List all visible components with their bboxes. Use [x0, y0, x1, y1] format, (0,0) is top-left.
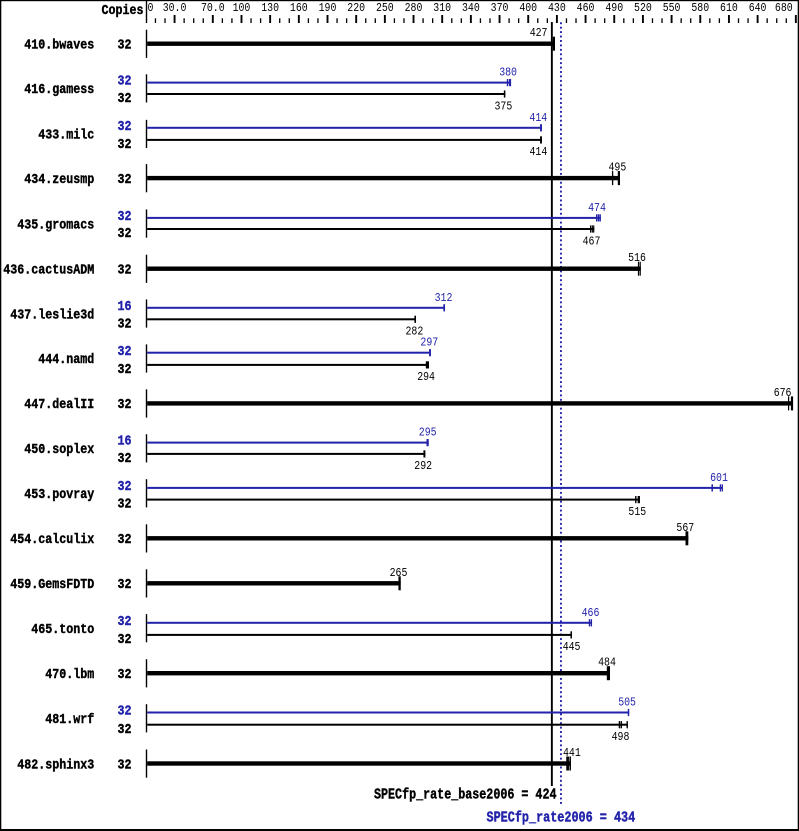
svg-text:416.gamess: 416.gamess: [24, 82, 94, 98]
svg-text:32: 32: [118, 344, 132, 360]
svg-text:32: 32: [118, 362, 132, 378]
svg-text:410.bwaves: 410.bwaves: [24, 38, 94, 54]
svg-text:16: 16: [118, 434, 132, 450]
svg-text:282: 282: [406, 325, 424, 339]
svg-text:375: 375: [495, 99, 513, 113]
svg-text:312: 312: [435, 291, 453, 305]
svg-text:32: 32: [118, 172, 132, 188]
svg-text:370: 370: [491, 1, 509, 15]
svg-text:447.dealII: 447.dealII: [24, 397, 94, 413]
svg-text:32: 32: [118, 119, 132, 135]
svg-text:515: 515: [628, 505, 646, 519]
svg-text:505: 505: [618, 696, 636, 710]
svg-text:294: 294: [417, 370, 435, 384]
svg-text:450.soplex: 450.soplex: [24, 442, 94, 458]
svg-text:32: 32: [118, 479, 132, 495]
svg-text:444.namd: 444.namd: [38, 352, 94, 368]
svg-text:601: 601: [710, 471, 728, 485]
svg-text:495: 495: [609, 161, 627, 175]
svg-text:280: 280: [405, 1, 423, 15]
svg-text:640: 640: [749, 1, 767, 15]
svg-text:550: 550: [663, 1, 681, 15]
svg-text:32: 32: [118, 209, 132, 225]
svg-text:445: 445: [563, 640, 581, 654]
svg-text:30.0: 30.0: [163, 1, 187, 15]
svg-text:474: 474: [588, 201, 606, 215]
svg-text:32: 32: [118, 226, 132, 242]
svg-text:470.lbm: 470.lbm: [45, 667, 94, 683]
svg-text:490: 490: [605, 1, 623, 15]
svg-text:32: 32: [118, 577, 132, 593]
svg-text:516: 516: [628, 251, 646, 265]
svg-text:32: 32: [118, 74, 132, 90]
svg-text:434.zeusmp: 434.zeusmp: [24, 172, 94, 188]
svg-text:32: 32: [118, 667, 132, 683]
svg-text:32: 32: [118, 316, 132, 332]
svg-text:310: 310: [433, 1, 451, 15]
svg-text:32: 32: [118, 632, 132, 648]
svg-text:453.povray: 453.povray: [24, 487, 94, 503]
svg-text:414: 414: [530, 145, 548, 159]
svg-text:32: 32: [118, 397, 132, 413]
svg-text:250: 250: [376, 1, 394, 15]
svg-text:292: 292: [414, 459, 432, 473]
svg-text:441: 441: [563, 746, 581, 760]
svg-text:32: 32: [118, 38, 132, 54]
svg-text:32: 32: [118, 722, 132, 738]
svg-text:414: 414: [529, 111, 547, 125]
svg-text:32: 32: [118, 757, 132, 773]
svg-text:32: 32: [118, 532, 132, 548]
svg-text:32: 32: [118, 137, 132, 153]
svg-text:32: 32: [118, 91, 132, 107]
svg-text:295: 295: [419, 426, 437, 440]
svg-text:676: 676: [774, 386, 792, 400]
svg-text:16: 16: [118, 299, 132, 315]
svg-text:498: 498: [612, 730, 630, 744]
svg-text:400: 400: [519, 1, 537, 15]
svg-text:SPECfp_rate_base2006 = 424: SPECfp_rate_base2006 = 424: [374, 787, 557, 803]
svg-text:265: 265: [390, 566, 408, 580]
svg-text:160: 160: [290, 1, 308, 15]
svg-text:580: 580: [691, 1, 709, 15]
svg-text:297: 297: [420, 336, 438, 350]
svg-text:466: 466: [582, 606, 600, 620]
svg-text:459.GemsFDTD: 459.GemsFDTD: [10, 577, 94, 593]
svg-text:610: 610: [720, 1, 738, 15]
svg-text:481.wrf: 481.wrf: [45, 712, 94, 728]
svg-text:484: 484: [598, 656, 616, 670]
svg-text:32: 32: [118, 497, 132, 513]
svg-text:482.sphinx3: 482.sphinx3: [17, 757, 94, 773]
svg-text:100: 100: [233, 1, 251, 15]
svg-text:436.cactusADM: 436.cactusADM: [3, 263, 94, 279]
svg-text:437.leslie3d: 437.leslie3d: [10, 307, 94, 323]
svg-text:0: 0: [148, 1, 154, 15]
svg-text:430: 430: [548, 1, 566, 15]
svg-text:32: 32: [118, 704, 132, 720]
svg-text:465.tonto: 465.tonto: [31, 622, 94, 638]
svg-text:467: 467: [583, 234, 601, 248]
svg-text:460: 460: [577, 1, 595, 15]
svg-text:32: 32: [118, 263, 132, 279]
svg-text:435.gromacs: 435.gromacs: [17, 217, 94, 233]
svg-text:380: 380: [499, 66, 517, 80]
svg-text:220: 220: [347, 1, 365, 15]
svg-text:520: 520: [634, 1, 652, 15]
svg-text:Copies: Copies: [102, 3, 144, 19]
svg-text:70.0: 70.0: [201, 1, 225, 15]
svg-text:32: 32: [118, 614, 132, 630]
svg-text:433.milc: 433.milc: [38, 128, 94, 144]
svg-text:454.calculix: 454.calculix: [10, 532, 94, 548]
svg-text:680: 680: [775, 1, 793, 15]
svg-text:32: 32: [118, 451, 132, 467]
svg-text:567: 567: [676, 521, 694, 535]
svg-text:190: 190: [319, 1, 337, 15]
svg-text:130: 130: [261, 1, 279, 15]
svg-text:340: 340: [462, 1, 480, 15]
svg-text:SPECfp_rate2006 = 434: SPECfp_rate2006 = 434: [487, 810, 636, 826]
svg-text:427: 427: [530, 26, 548, 40]
